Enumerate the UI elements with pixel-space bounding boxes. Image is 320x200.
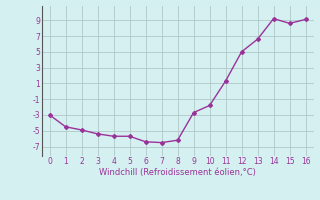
X-axis label: Windchill (Refroidissement éolien,°C): Windchill (Refroidissement éolien,°C) (99, 168, 256, 177)
